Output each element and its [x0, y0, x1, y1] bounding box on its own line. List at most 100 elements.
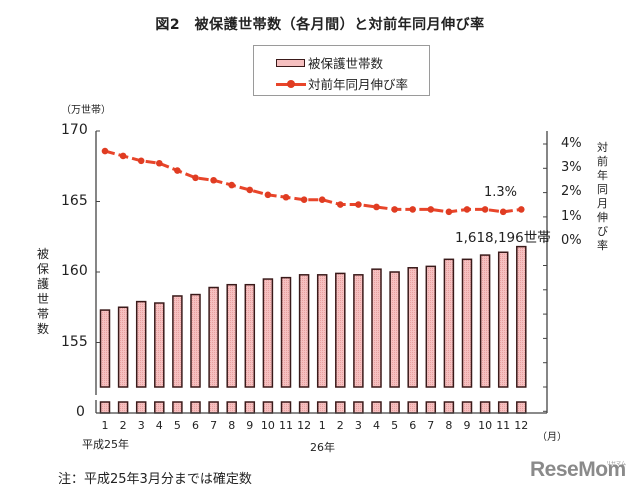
line-marker: [210, 176, 217, 184]
x-tick-label: 7: [427, 419, 435, 432]
line-marker: [391, 206, 398, 213]
line-marker: [463, 206, 471, 213]
line-series: [101, 147, 525, 216]
legend-label-growth-rate: 対前年同月伸び率: [308, 77, 409, 92]
bar-stub: [190, 401, 201, 414]
bar-stub: [298, 401, 310, 414]
line-marker: [282, 193, 290, 201]
resemom-logo: ReseMom: [530, 458, 626, 481]
x-tick-label: 12: [297, 419, 312, 432]
legend-item-growth-rate: 対前年同月伸び率: [276, 74, 408, 93]
bar-stub: [172, 401, 183, 414]
x-tick-label: 4: [155, 419, 163, 432]
x-tick-label: 6: [192, 419, 199, 432]
bar: [99, 309, 111, 388]
bar-stub: [316, 401, 328, 414]
left-tick-label: 0: [76, 404, 85, 420]
left-axis-unit: （万世帯）: [61, 105, 111, 116]
bar-stub: [262, 401, 274, 414]
bar-stub: [117, 401, 129, 414]
line-marker: [373, 203, 380, 211]
x-tick-label: 11: [496, 419, 511, 432]
bar-stub: [353, 401, 364, 414]
left-tick-label: 160: [61, 263, 88, 279]
bar: [280, 276, 292, 388]
bar-stub: [443, 401, 455, 414]
line-marker: [174, 167, 181, 174]
line-marker-swatch-icon: [276, 79, 306, 89]
footnote: 注：平成25年3月分までは確定数: [58, 472, 252, 487]
line-marker: [192, 174, 199, 182]
x-tick-label: 10: [260, 419, 275, 432]
right-tick-label: 2%: [561, 184, 582, 199]
line-marker: [481, 206, 489, 213]
line-marker: [318, 196, 326, 203]
line-marker: [228, 181, 235, 189]
x-tick-label: 7: [210, 419, 218, 432]
x-tick-label: 6: [409, 419, 417, 432]
bar-stub: [99, 401, 111, 414]
legend-label-households: 被保護世帯数: [308, 56, 384, 71]
x-tick-label: 10: [478, 419, 493, 432]
bar: [497, 251, 509, 388]
x-tick-label: 11: [279, 419, 293, 432]
bar-stub: [335, 401, 346, 414]
chart-title: 図2 被保護世帯数（各月間）と対前年同月伸び率: [155, 17, 485, 33]
bar-stub: [407, 401, 418, 414]
x-axis-unit: （月）: [537, 432, 567, 443]
x-tick-label: 1: [101, 419, 109, 432]
line-marker: [337, 201, 344, 208]
bar-stub: [154, 401, 165, 414]
bar-stub: [479, 401, 491, 414]
line-marker: [156, 159, 163, 167]
bar: [479, 254, 491, 388]
x-tick-label: 9: [246, 419, 254, 432]
x-tick-label: 8: [228, 419, 236, 432]
right-tick-label: 3%: [561, 160, 582, 175]
x-tick-label: 8: [445, 419, 453, 432]
legend: 被保護世帯数 対前年同月伸び率: [253, 45, 430, 96]
bar-stub: [208, 401, 219, 414]
x-tick-label: 1: [318, 419, 326, 432]
bar-stub: [280, 401, 292, 414]
resemom-logo-kana: リセマム: [606, 461, 627, 467]
year-label-h25: 平成25年: [82, 438, 129, 451]
x-tick-label: 12: [514, 419, 529, 432]
line-marker: [264, 191, 272, 199]
left-tick-label: 170: [61, 122, 88, 138]
line-marker: [119, 152, 127, 160]
bar: [208, 286, 219, 388]
bar: [226, 283, 237, 388]
bar-swatch-icon: [276, 58, 305, 67]
right-axis-title: 対前年同月伸び率: [597, 141, 608, 252]
line-marker: [518, 206, 525, 213]
x-tick-label: 5: [173, 419, 181, 432]
bar-stub: [425, 401, 437, 414]
x-tick-label: 4: [373, 419, 380, 432]
bar: [190, 293, 201, 388]
bar-stub: [226, 401, 237, 414]
line-marker: [137, 157, 145, 165]
left-tick-label: 165: [61, 193, 88, 209]
bar: [407, 267, 418, 388]
left-tick-label: 155: [61, 334, 88, 350]
bar: [172, 295, 183, 388]
last-rate-annotation: 1.3%: [484, 185, 518, 200]
right-tick-label: 1%: [561, 209, 582, 224]
last-households-annotation: 1,618,196世帯: [455, 230, 551, 246]
line-marker: [355, 201, 362, 208]
bar: [298, 274, 310, 388]
bar-stub: [244, 401, 256, 414]
line-marker: [101, 147, 109, 155]
bar-stub: [461, 401, 473, 414]
x-tick-label: 3: [137, 419, 145, 432]
bar: [154, 302, 165, 388]
x-tick-label: 2: [119, 419, 127, 432]
bar: [443, 258, 455, 388]
bar: [117, 306, 129, 388]
line-marker: [246, 186, 254, 194]
bar: [461, 258, 473, 388]
bar-stub: [371, 401, 382, 414]
bar-stub: [516, 401, 527, 414]
